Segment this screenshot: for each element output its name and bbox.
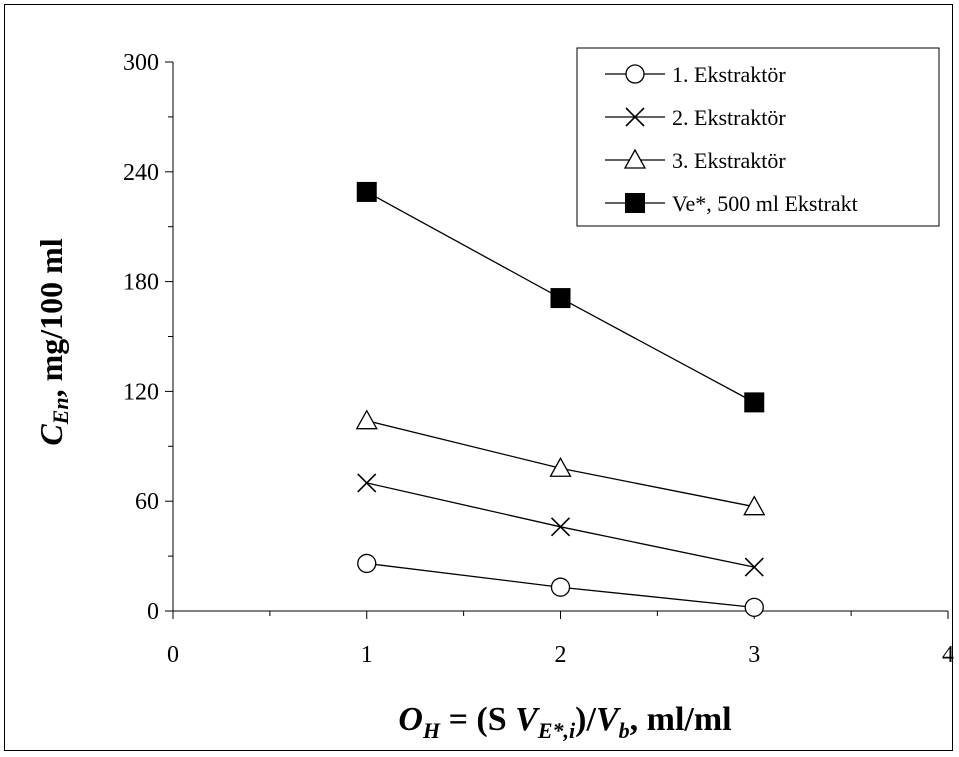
data-point <box>744 557 764 577</box>
data-point <box>355 409 378 430</box>
data-point <box>744 597 764 617</box>
legend: 1. Ekstraktör 2. Ekstraktör 3. Ekstraktör V… <box>576 47 940 227</box>
series-2 <box>357 473 764 577</box>
x-tick-label: 0 <box>167 642 179 668</box>
legend-marker <box>625 107 645 127</box>
legend-label: 3. Ekstraktör <box>672 148 786 173</box>
data-point <box>550 288 571 309</box>
legend-label: 2. Ekstraktör <box>672 105 786 130</box>
data-point <box>356 181 377 202</box>
y-axis-title: CEn, mg/100 ml <box>33 238 73 445</box>
x-marker-stroke <box>550 517 571 537</box>
legend-entry: Ve*, 500 ml Ekstrakt <box>605 191 858 216</box>
x-marker-stroke <box>744 557 764 577</box>
data-point <box>357 473 377 493</box>
data-point <box>744 392 765 413</box>
legend-label: Ve*, 500 ml Ekstrakt <box>672 191 858 216</box>
data-point <box>743 495 766 516</box>
x-marker-stroke <box>357 473 377 493</box>
y-tick-label: 60 <box>135 489 159 515</box>
x-marker-stroke <box>625 107 645 127</box>
data-point <box>549 456 572 477</box>
series-4 <box>356 181 765 413</box>
y-ticks: 0 60 120 180 240 300 <box>123 50 173 625</box>
legend-entry: 1. Ekstraktör <box>605 62 786 87</box>
x-tick-label: 4 <box>942 642 954 668</box>
series-1 <box>357 553 764 617</box>
y-tick-label: 180 <box>123 270 159 296</box>
legend-marker <box>625 193 645 213</box>
y-tick-label: 240 <box>123 160 159 186</box>
data-point <box>357 553 377 574</box>
series-layer <box>355 181 766 617</box>
x-axis-title: OH = (S VE*,i)/Vb, ml/ml <box>398 701 731 743</box>
legend-entry: 3. Ekstraktör <box>605 148 786 173</box>
x-tick-label: 2 <box>555 642 567 668</box>
x-tick-label: 3 <box>748 642 760 668</box>
x-tick-label: 1 <box>361 642 373 668</box>
legend-marker <box>623 148 647 169</box>
y-tick-label: 300 <box>123 50 159 76</box>
legend-label: 1. Ekstraktör <box>672 62 786 87</box>
data-point <box>550 517 571 537</box>
data-point <box>550 577 571 597</box>
series-3 <box>355 409 766 516</box>
y-tick-label: 0 <box>147 599 159 625</box>
legend-entry: 2. Ekstraktör <box>605 105 786 130</box>
legend-marker <box>625 64 645 84</box>
y-tick-label: 120 <box>123 379 159 405</box>
x-ticks: 0 1 2 3 4 <box>167 611 954 668</box>
